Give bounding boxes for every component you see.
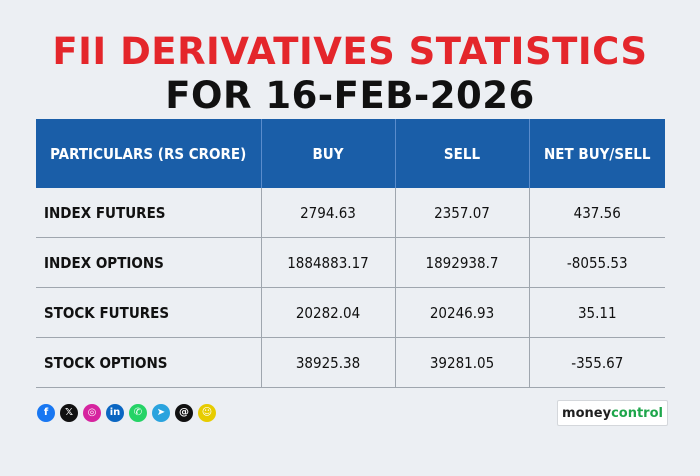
table-row: STOCK FUTURES 20282.04 20246.93 35.11 <box>36 287 665 338</box>
row-label: INDEX OPTIONS <box>36 237 262 288</box>
row-label: INDEX FUTURES <box>36 188 262 238</box>
telegram-icon[interactable]: ➤ <box>152 404 170 422</box>
instagram-icon[interactable]: ◎ <box>83 404 101 422</box>
logo-money-text: money <box>562 405 612 421</box>
title-line-2: FOR 16-FEB-2026 <box>165 74 535 117</box>
social-icons-bar: f 𝕏 ◎ in ✆ ➤ @ ☺ <box>37 404 216 422</box>
table-row: STOCK OPTIONS 38925.38 39281.05 -355.67 <box>36 337 665 388</box>
linkedin-icon[interactable]: in <box>106 404 124 422</box>
buy-cell: 1884883.17 <box>261 237 396 288</box>
moneycontrol-logo: money control <box>557 400 668 426</box>
table-row: INDEX OPTIONS 1884883.17 1892938.7 -8055… <box>36 237 665 288</box>
net-cell: -8055.53 <box>529 237 665 288</box>
row-label: STOCK FUTURES <box>36 287 262 338</box>
buy-cell: 38925.38 <box>261 337 396 388</box>
threads-icon[interactable]: @ <box>175 404 193 422</box>
derivatives-table: PARTICULARS (RS CRORE) BUY SELL NET BUY/… <box>36 119 665 388</box>
buy-cell: 20282.04 <box>261 287 396 338</box>
x-icon[interactable]: 𝕏 <box>60 404 78 422</box>
header-net: NET BUY/SELL <box>529 119 665 188</box>
logo-control-text: control <box>611 405 663 421</box>
header-particulars: PARTICULARS (RS CRORE) <box>36 119 262 188</box>
net-cell: -355.67 <box>529 337 665 388</box>
net-cell: 35.11 <box>529 287 665 338</box>
title-line-1: FII DERIVATIVES STATISTICS <box>52 30 648 73</box>
header-sell: SELL <box>395 119 530 188</box>
sell-cell: 1892938.7 <box>395 237 530 288</box>
sell-cell: 20246.93 <box>395 287 530 338</box>
row-label: STOCK OPTIONS <box>36 337 262 388</box>
sell-cell: 2357.07 <box>395 188 530 238</box>
facebook-icon[interactable]: f <box>37 404 55 422</box>
header-buy: BUY <box>261 119 396 188</box>
sell-cell: 39281.05 <box>395 337 530 388</box>
net-cell: 437.56 <box>529 188 665 238</box>
table-row: INDEX FUTURES 2794.63 2357.07 437.56 <box>36 188 665 238</box>
snapchat-icon[interactable]: ☺ <box>198 404 216 422</box>
table-header-row: PARTICULARS (RS CRORE) BUY SELL NET BUY/… <box>36 119 665 188</box>
buy-cell: 2794.63 <box>261 188 396 238</box>
whatsapp-icon[interactable]: ✆ <box>129 404 147 422</box>
